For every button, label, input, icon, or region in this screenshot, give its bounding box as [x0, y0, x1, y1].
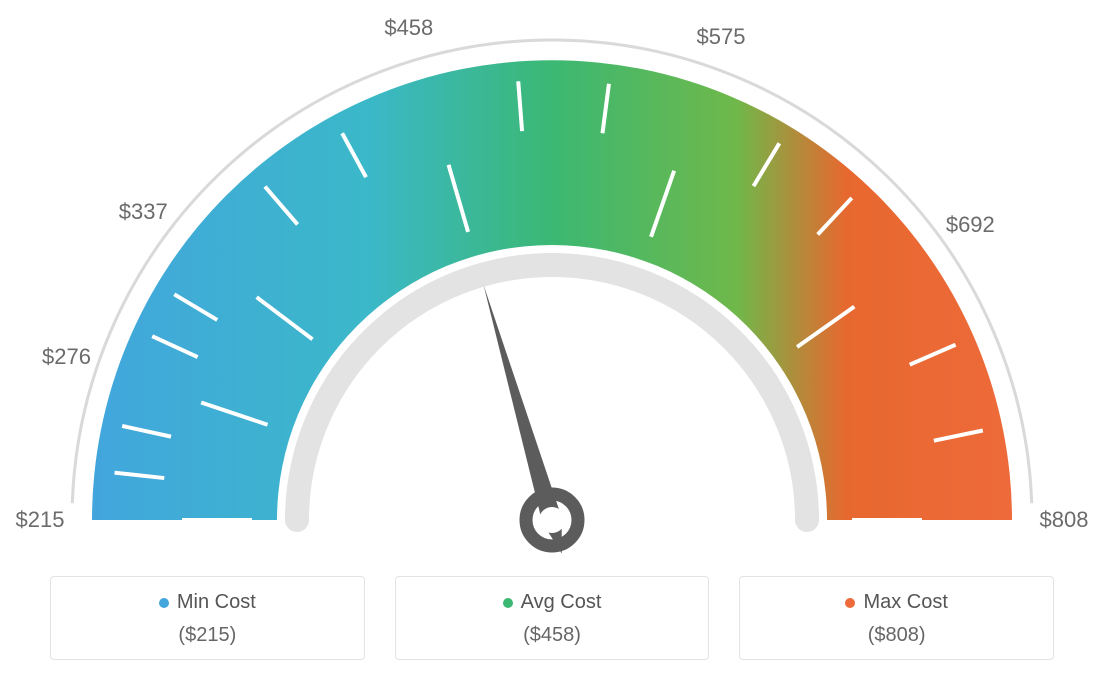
gauge-tick-label: $337 [119, 199, 168, 225]
gauge-tick-label: $575 [697, 24, 746, 50]
legend-max: Max Cost ($808) [739, 576, 1054, 660]
legend-max-label: Max Cost [863, 591, 947, 614]
legend-max-value: ($808) [750, 624, 1043, 647]
legend-avg: Avg Cost ($458) [395, 576, 710, 660]
legend-min: Min Cost ($215) [50, 576, 365, 660]
cost-gauge-widget: $215 $276 $337 $458 $575 $692 $808 Min Cost ($… [0, 0, 1104, 690]
gauge-tick-label: $808 [1040, 507, 1089, 533]
legend-max-title: Max Cost [845, 591, 947, 614]
legend-avg-value: ($458) [406, 624, 699, 647]
gauge-chart: $215 $276 $337 $458 $575 $692 $808 [0, 0, 1104, 560]
legend-row: Min Cost ($215) Avg Cost ($458) Max Cost… [50, 576, 1054, 660]
legend-min-value: ($215) [61, 624, 354, 647]
dot-icon [845, 598, 855, 608]
dot-icon [159, 598, 169, 608]
legend-min-title: Min Cost [159, 591, 256, 614]
dot-icon [503, 598, 513, 608]
gauge-tick-label: $215 [16, 507, 65, 533]
gauge-svg [0, 0, 1104, 560]
legend-avg-title: Avg Cost [503, 591, 602, 614]
gauge-tick-label: $458 [384, 15, 433, 41]
legend-min-label: Min Cost [177, 591, 256, 614]
gauge-tick-label: $692 [946, 212, 995, 238]
gauge-tick-label: $276 [42, 344, 91, 370]
legend-avg-label: Avg Cost [521, 591, 602, 614]
